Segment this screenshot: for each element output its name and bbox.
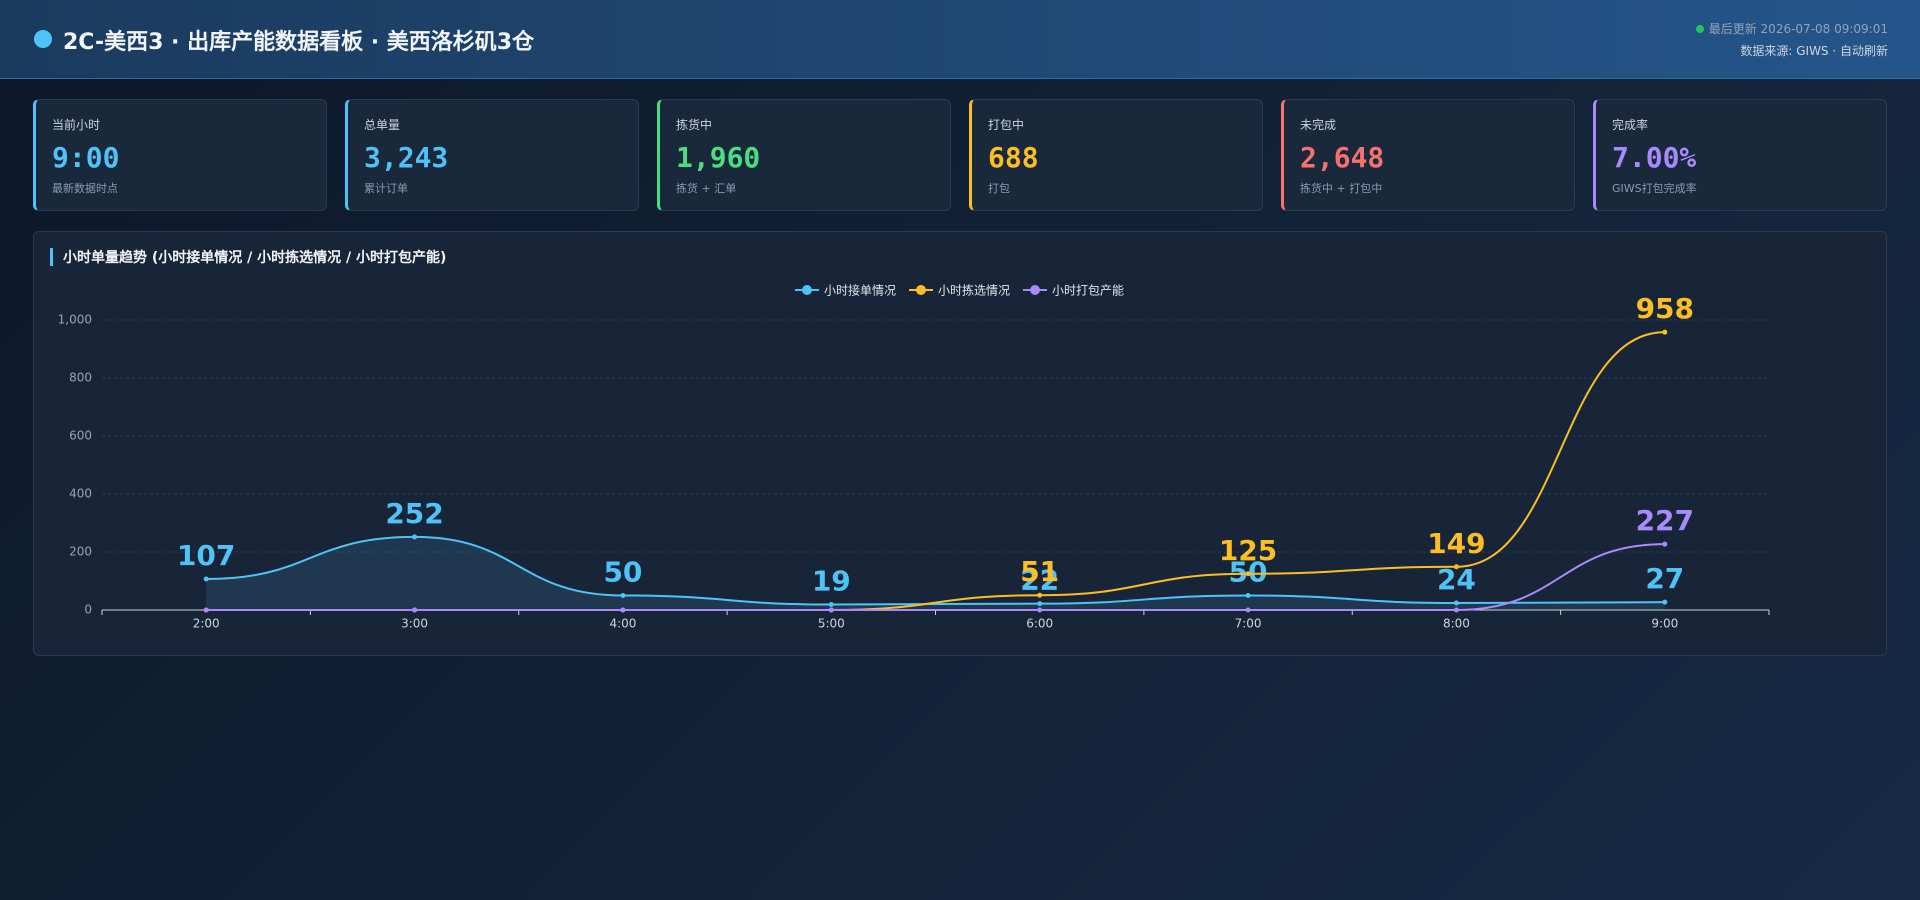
- kpi-value: 1,960: [676, 141, 761, 174]
- kpi-value: 3,243: [364, 141, 449, 174]
- kpi-label: 未完成: [1300, 118, 1337, 132]
- header: 2C-美西3 · 出库产能数据看板 · 美西洛杉矶3仓 最后更新 2026-07…: [0, 0, 1920, 79]
- chart-panel: [33, 231, 1887, 656]
- kpi-sub: 累计订单: [364, 182, 408, 195]
- kpi-sub: 拣货 + 汇单: [676, 182, 737, 195]
- kpi-sub: GIWS打包完成率: [1612, 182, 1697, 195]
- kpi-cards: 当前小时 9:00 最新数据时点 总单量 3,243 累计订单 拣货中 1,960 拣货 + 汇…: [33, 99, 1887, 211]
- update-info: 最后更新 2026-07-08 09:09:01: [1695, 20, 1888, 37]
- status-dot: [34, 30, 52, 48]
- kpi-value: 2,648: [1300, 141, 1385, 174]
- kpi-card: 未完成 2,648 拣货中 + 打包中: [1281, 99, 1575, 211]
- kpi-card: 打包中 688 打包: [969, 99, 1263, 211]
- kpi-sub: 最新数据时点: [52, 182, 118, 195]
- kpi-sub: 拣货中 + 打包中: [1300, 182, 1383, 195]
- kpi-card: 完成率 7.00% GIWS打包完成率: [1593, 99, 1887, 211]
- kpi-value: 688: [988, 141, 1039, 174]
- kpi-card: 当前小时 9:00 最新数据时点: [33, 99, 327, 211]
- kpi-label: 当前小时: [52, 118, 101, 132]
- update-time: 最后更新 2026-07-08 09:09:01: [1708, 22, 1888, 36]
- kpi-card: 总单量 3,243 累计订单: [345, 99, 639, 211]
- kpi-label: 总单量: [364, 118, 401, 132]
- kpi-value: 7.00%: [1612, 141, 1697, 174]
- kpi-label: 打包中: [988, 118, 1025, 132]
- page-title: 2C-美西3 · 出库产能数据看板 · 美西洛杉矶3仓: [63, 30, 535, 55]
- kpi-label: 完成率: [1612, 118, 1649, 132]
- kpi-value: 9:00: [52, 141, 120, 174]
- kpi-sub: 打包: [988, 182, 1010, 195]
- kpi-card: 拣货中 1,960 拣货 + 汇单: [657, 99, 951, 211]
- data-source: 数据来源: GIWS · 自动刷新: [1740, 44, 1888, 58]
- kpi-label: 拣货中: [676, 118, 713, 132]
